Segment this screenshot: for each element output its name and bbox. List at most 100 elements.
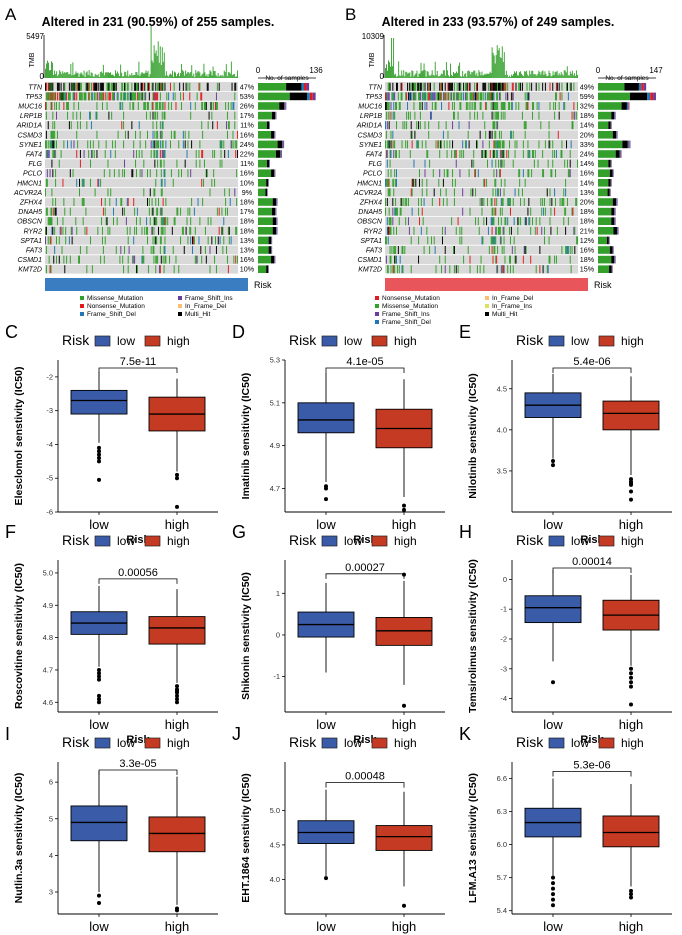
mutation-cell (481, 92, 483, 101)
mutation-cell (158, 265, 160, 274)
mutation-cell (573, 102, 575, 110)
outlier-point (97, 700, 101, 705)
mutation-cell (407, 102, 409, 110)
gene-count-bar (606, 236, 609, 245)
gene-count-bar (275, 111, 276, 120)
mutation-cell (197, 198, 199, 206)
mutation-cell (412, 92, 414, 101)
mutation-cell (127, 236, 129, 245)
mutation-cell (72, 111, 74, 120)
mutation-cell (446, 140, 448, 149)
tmb-bar (453, 71, 454, 78)
mutation-cell (571, 121, 573, 130)
tmb-bar (172, 76, 174, 78)
mutation-cell (412, 178, 414, 187)
mutation-cell (475, 92, 477, 101)
mutation-cell (392, 130, 394, 139)
mutation-cell (198, 150, 200, 158)
tmb-bar (114, 76, 115, 78)
gene-label: MUC16 (358, 104, 382, 111)
mutation-cell (489, 92, 491, 101)
tmb-bar (229, 73, 231, 78)
mutation-cells (385, 82, 579, 274)
mutation-cell (196, 92, 198, 101)
mutation-cell (493, 140, 495, 149)
mutation-cell (503, 159, 505, 168)
mutation-cell (79, 92, 80, 101)
outlier-point (551, 897, 555, 902)
mutation-cell (161, 207, 163, 216)
mutation-cell (506, 150, 508, 158)
mutation-cell (413, 178, 415, 187)
mutation-cell (187, 207, 189, 216)
mutation-cell (395, 150, 397, 158)
gene-count-bar (283, 140, 285, 149)
mutation-cell (415, 178, 417, 187)
mutation-cell (159, 265, 161, 274)
mutation-cell (568, 169, 570, 178)
mutation-cell (79, 255, 80, 264)
mutation-cell (69, 92, 71, 101)
mutation-cell (211, 236, 213, 245)
mutation-cell (396, 150, 397, 158)
significance-bracket (325, 782, 405, 788)
mutation-cell (164, 150, 166, 158)
mutation-cell (504, 82, 506, 91)
mutation-cell (109, 169, 111, 178)
gene-percent: 18% (240, 217, 255, 226)
mutation-cell (173, 265, 175, 274)
y-tick-label: 4.5 (270, 840, 280, 849)
mutation-cell (494, 178, 496, 187)
mutation-cell (190, 236, 192, 245)
mutation-cell (407, 198, 409, 206)
gene-count-bar (312, 92, 316, 101)
tmb-bar (212, 66, 214, 78)
mutation-cell (79, 82, 81, 91)
mutation-cell (139, 169, 141, 178)
mutation-cell (449, 265, 451, 274)
tmb-bar (200, 76, 202, 78)
gene-count-bar (624, 83, 639, 91)
tmb-bar (442, 70, 444, 78)
mutation-cell (49, 82, 51, 91)
mutation-cell (106, 102, 108, 110)
mutation-cell (218, 226, 220, 235)
mutation-cell (77, 82, 79, 91)
mutation-cell (230, 102, 232, 110)
mutation-cell (569, 82, 571, 91)
mutation-cell (137, 92, 139, 101)
gene-percent: 20% (580, 198, 595, 207)
mutation-cell (212, 150, 214, 158)
mutation-cell (499, 169, 501, 178)
tmb-bar (217, 73, 219, 78)
mutation-cell (484, 121, 486, 130)
mutation-cell (123, 111, 125, 120)
mutation-cell (511, 82, 513, 91)
mutation-cell (554, 150, 556, 158)
tmb-bars (45, 26, 238, 78)
mutation-cell (414, 130, 416, 139)
tmb-bar (104, 72, 106, 78)
mutation-cell (122, 102, 124, 110)
gene-count-bar (283, 140, 284, 149)
tmb-bar (153, 45, 155, 78)
mutation-cell (85, 82, 87, 91)
mutation-cell (224, 188, 226, 197)
tmb-bar (405, 71, 407, 78)
legend-label: Missense_Mutation (87, 295, 143, 302)
mutation-cell (576, 198, 578, 206)
y-tick-label: -4 (500, 694, 507, 703)
mutation-cell (162, 217, 164, 226)
mutation-cell (237, 150, 239, 158)
tmb-bar (532, 70, 534, 78)
mutation-cell (439, 169, 441, 178)
mutation-cell (237, 255, 239, 264)
mutation-cell (202, 130, 204, 139)
mutation-cell (199, 159, 201, 168)
mutation-cell (512, 92, 514, 101)
x-axis-title: Risk (353, 734, 377, 746)
mutation-cell (395, 178, 397, 187)
gene-count-bar (309, 92, 313, 101)
mutation-cell (394, 140, 396, 149)
mutation-cell (63, 198, 65, 206)
